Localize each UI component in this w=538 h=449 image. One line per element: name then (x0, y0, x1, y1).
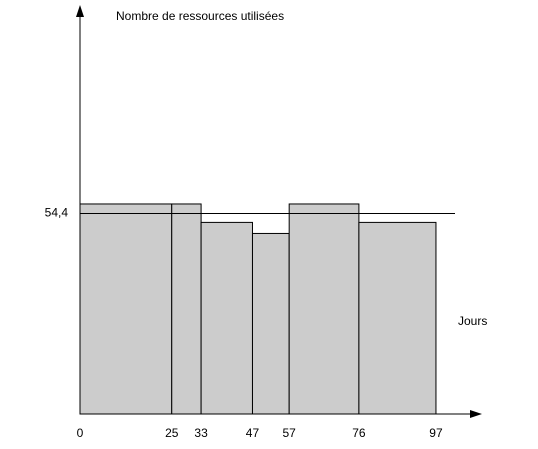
bar (288, 203, 360, 415)
y-axis-label: Nombre de ressources utilisées (116, 9, 284, 23)
x-tick-label: 57 (282, 426, 296, 440)
x-tick-label: 47 (246, 426, 260, 440)
x-tick-label: 76 (352, 426, 366, 440)
bar (358, 221, 437, 415)
y-axis-arrow (76, 5, 84, 17)
x-axis-arrow (470, 410, 482, 418)
x-tick-label: 0 (77, 426, 84, 440)
x-axis-label: Jours (458, 314, 487, 328)
bar (171, 203, 202, 415)
bar (200, 221, 253, 415)
x-tick-label: 25 (165, 426, 179, 440)
bar (251, 232, 290, 415)
y-tick-label: 54,4 (45, 206, 69, 220)
bar (79, 203, 173, 415)
x-tick-label: 33 (194, 426, 208, 440)
x-tick-label: 97 (429, 426, 443, 440)
